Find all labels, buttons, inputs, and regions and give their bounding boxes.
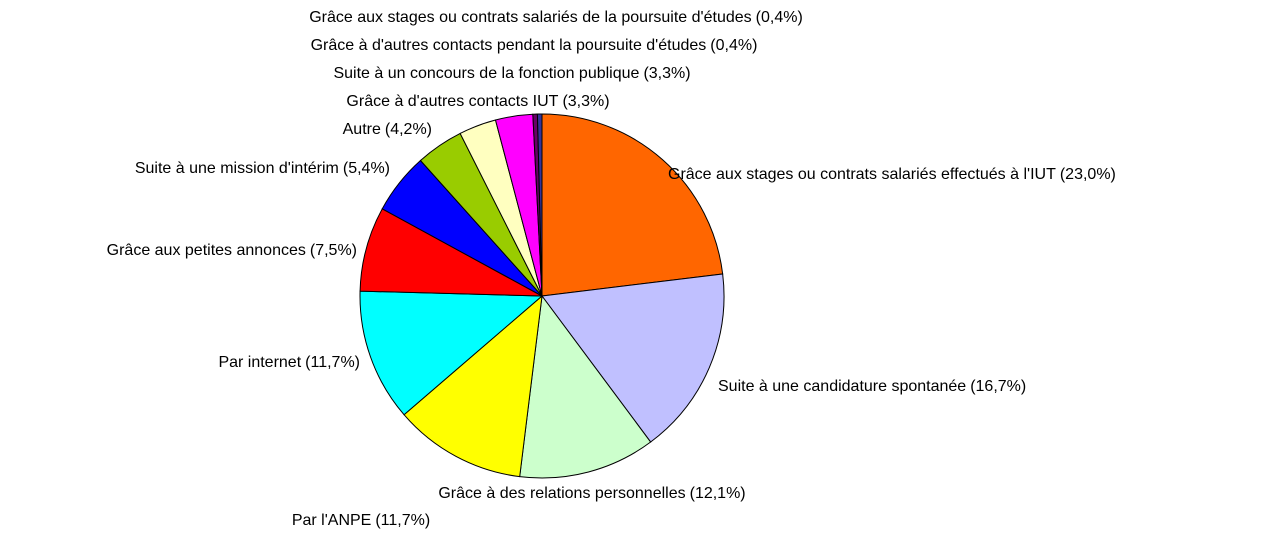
slice-label-value: (0,4%) [710, 37, 757, 54]
pie-slice [541, 273, 725, 443]
slice-label-value: (3,3%) [562, 93, 609, 110]
slice-label-value: (0,4%) [756, 9, 803, 26]
slice-label: Par internet (11,7%) [218, 354, 360, 371]
slice-label-name: Grâce à d'autres contacts IUT [346, 93, 558, 110]
slice-label-name: Par l'ANPE [292, 512, 372, 529]
slice-label: Grâce à des relations personnelles (12,1%… [438, 485, 745, 502]
slice-label-name: Autre [343, 121, 381, 138]
slice-label: Suite à une mission d'intérim (5,4%) [135, 160, 390, 177]
slice-label: Suite à une candidature spontanée (16,7%) [718, 378, 1026, 395]
slice-label-value: (23,0%) [1060, 166, 1116, 183]
slice-label: Grâce à d'autres contacts IUT (3,3%) [346, 93, 609, 110]
slice-label-name: Grâce à d'autres contacts pendant la pou… [311, 37, 707, 54]
pie-slice [541, 113, 724, 297]
slice-label: Grâce aux petites annonces (7,5%) [107, 242, 357, 259]
slice-label-name: Suite à une candidature spontanée [718, 378, 966, 395]
slice-label: Suite à un concours de la fonction publi… [333, 65, 690, 82]
slice-label-name: Suite à un concours de la fonction publi… [333, 65, 639, 82]
slice-label-value: (16,7%) [970, 378, 1026, 395]
pie-slice [403, 294, 543, 478]
slice-label: Grâce aux stages ou contrats salariés de… [309, 9, 803, 26]
slice-label: Grâce à d'autres contacts pendant la pou… [311, 37, 758, 54]
slice-label-name: Grâce aux petites annonces [107, 242, 306, 259]
slice-label-value: (3,3%) [643, 65, 690, 82]
slice-label: Autre (4,2%) [343, 121, 432, 138]
slice-label: Par l'ANPE (11,7%) [292, 512, 430, 529]
slice-label-name: Par internet [218, 354, 301, 371]
slice-label-value: (5,4%) [343, 160, 390, 177]
slice-label-value: (4,2%) [385, 121, 432, 138]
slice-label-value: (12,1%) [690, 485, 746, 502]
pie-slice [359, 290, 544, 416]
slice-label-name: Grâce aux stages ou contrats salariés ef… [668, 166, 1056, 183]
slice-label-value: (11,7%) [375, 512, 430, 529]
slice-label-name: Grâce à des relations personnelles [438, 485, 685, 502]
slice-label-name: Grâce aux stages ou contrats salariés de… [309, 9, 751, 26]
slice-label-name: Suite à une mission d'intérim [135, 160, 339, 177]
slice-label-value: (7,5%) [310, 242, 357, 259]
slice-label-value: (11,7%) [305, 354, 360, 371]
slice-label: Grâce aux stages ou contrats salariés ef… [668, 166, 1116, 183]
pie-slice [536, 113, 543, 297]
pie-slice [519, 294, 652, 479]
